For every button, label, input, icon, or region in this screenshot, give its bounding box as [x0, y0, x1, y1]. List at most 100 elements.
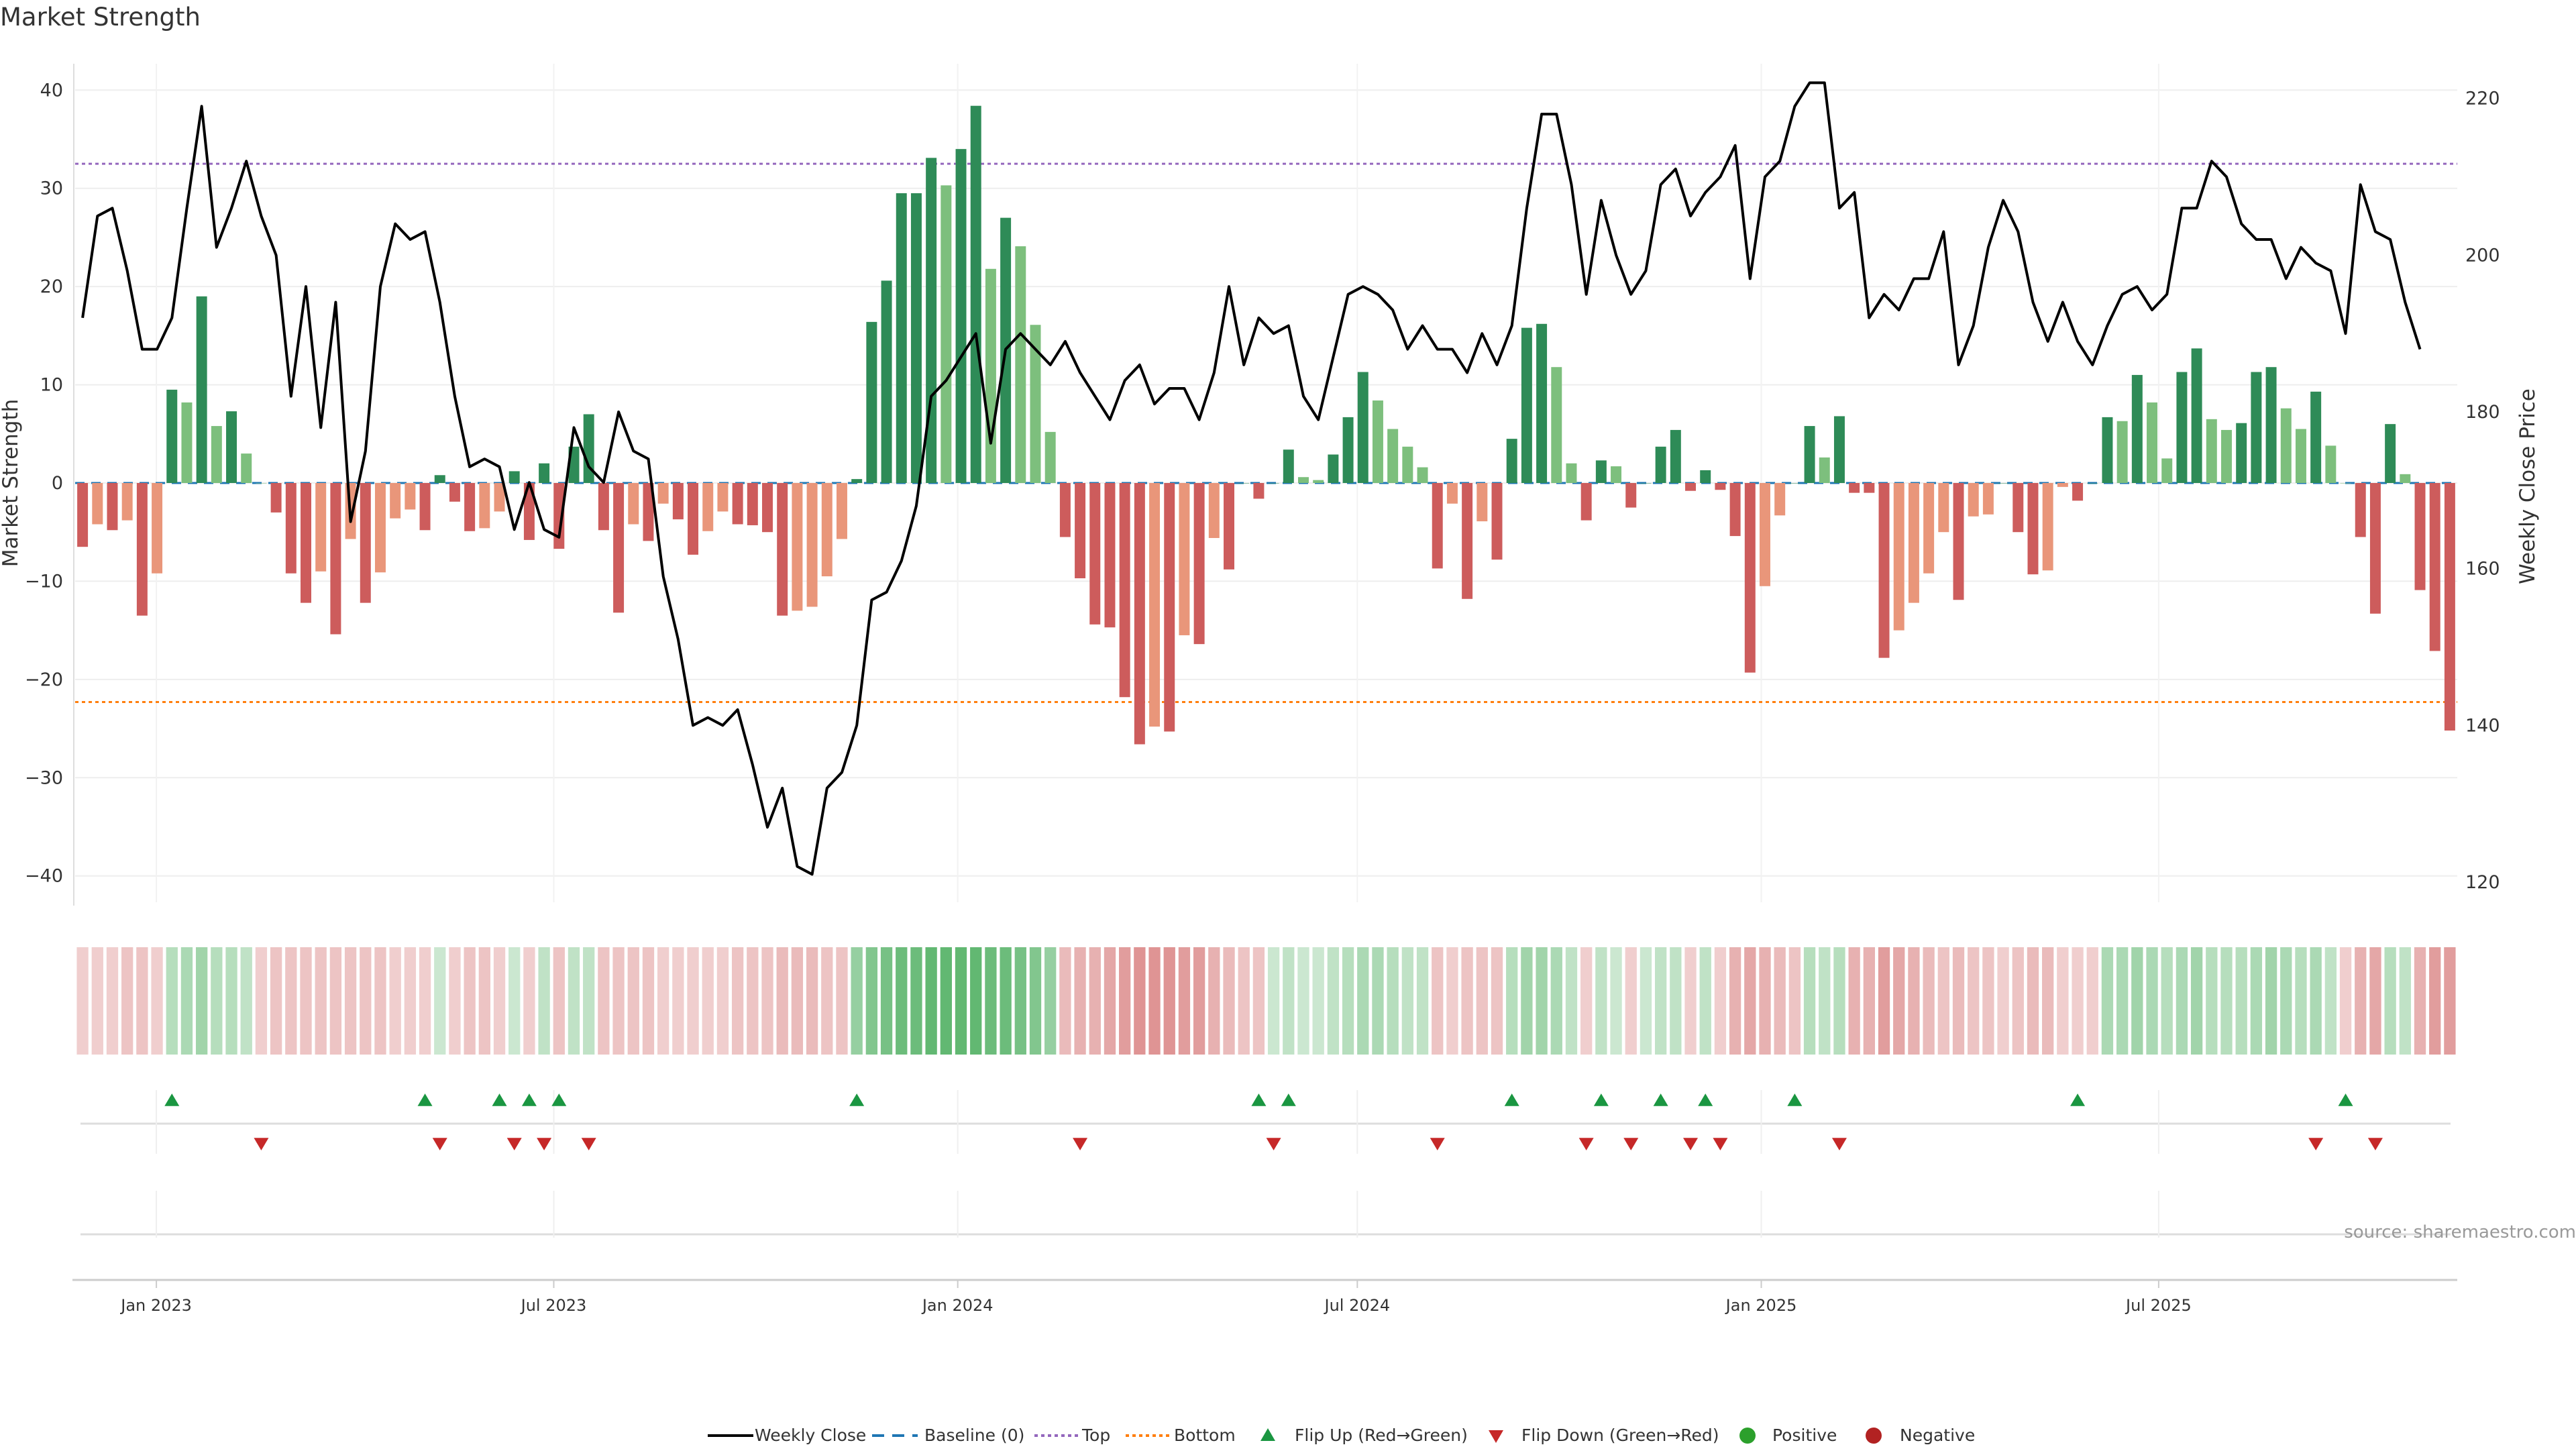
strength-cell: [2206, 947, 2218, 1055]
strength-cell: [1208, 947, 1220, 1055]
strength-cell: [136, 947, 148, 1055]
strength-cell: [240, 947, 252, 1055]
strength-cell: [1640, 947, 1652, 1055]
strength-bar: [836, 483, 847, 539]
strength-bar: [851, 479, 863, 483]
strength-cell: [2369, 947, 2381, 1055]
strength-cell: [2012, 947, 2024, 1055]
strength-bar: [1789, 483, 1801, 484]
strength-cell: [1833, 947, 1845, 1055]
strength-bar: [539, 463, 550, 483]
strength-bar: [419, 483, 431, 531]
strength-cell: [1401, 947, 1413, 1055]
strength-bar: [2116, 421, 2128, 483]
strength-bar: [866, 321, 877, 483]
strength-cell: [1000, 947, 1012, 1055]
legend-item-negative: Negative: [1866, 1426, 1975, 1445]
strength-bar: [1491, 483, 1503, 560]
legend-item-top: Top: [1034, 1426, 1110, 1445]
strength-bar: [1655, 446, 1666, 483]
strength-bar: [583, 414, 594, 483]
flip-up-marker: [1281, 1093, 1296, 1106]
flip-up-marker: [1251, 1093, 1267, 1106]
strength-cell: [464, 947, 476, 1055]
flip-up-marker: [2338, 1093, 2353, 1106]
strength-cell: [583, 947, 595, 1055]
strength-cell: [776, 947, 788, 1055]
strength-cell: [716, 947, 729, 1055]
strength-bar: [330, 483, 341, 635]
strength-bar: [2280, 408, 2292, 483]
strength-cell: [493, 947, 506, 1055]
strength-cell: [360, 947, 372, 1055]
strength-cell: [1699, 947, 1711, 1055]
strength-cell: [404, 947, 417, 1055]
strength-bar: [2414, 483, 2426, 590]
strength-bar: [643, 483, 654, 541]
strength-cell: [761, 947, 773, 1055]
strength-bar: [1804, 426, 1815, 483]
strength-bar: [2369, 483, 2381, 614]
strength-cell: [1803, 947, 1816, 1055]
strength-cell: [106, 947, 119, 1055]
strength-bar: [107, 483, 118, 531]
strength-bar: [1715, 483, 1726, 490]
flip-down-marker: [2308, 1138, 2324, 1150]
strength-cell: [1595, 947, 1607, 1055]
strength-cell: [389, 947, 401, 1055]
legend-swatch: [1489, 1430, 1503, 1443]
strength-cell: [2339, 947, 2352, 1055]
strength-bar: [1729, 483, 1741, 537]
legend-label: Flip Down (Green→Red): [1521, 1426, 1719, 1445]
flip-up-marker: [492, 1093, 507, 1106]
strength-bar: [2295, 429, 2306, 483]
strength-bar: [92, 483, 103, 525]
strength-cell: [1893, 947, 1905, 1055]
strength-cell: [1788, 947, 1801, 1055]
strength-cell: [449, 947, 461, 1055]
strength-cell: [329, 947, 342, 1055]
strength-cell: [1312, 947, 1324, 1055]
strength-cell: [836, 947, 848, 1055]
strength-bar: [434, 475, 445, 483]
flip-up-marker: [417, 1093, 433, 1106]
strength-bar: [702, 483, 714, 531]
chart-title: Market Strength: [0, 3, 201, 32]
strength-bar: [1760, 483, 1770, 586]
strength-bar: [2072, 483, 2084, 501]
strength-bar: [1864, 483, 1875, 493]
strength-bar: [598, 483, 609, 531]
strength-bar: [1580, 483, 1592, 521]
strength-cell: [2250, 947, 2263, 1055]
strength-cell: [955, 947, 967, 1055]
strength-cell: [970, 947, 982, 1055]
date-tick-label: Jan 2024: [921, 1296, 994, 1315]
y2-tick-label: 200: [2465, 245, 2500, 266]
strength-bar: [1402, 446, 1413, 483]
strength-bar: [2265, 367, 2277, 483]
strength-bar: [1015, 246, 1026, 483]
flip-down-marker: [1578, 1138, 1594, 1150]
strength-bar: [2176, 372, 2188, 483]
strength-bar: [657, 483, 669, 504]
strength-bar: [1685, 483, 1697, 491]
strength-cell: [1580, 947, 1593, 1055]
strength-bar: [2206, 419, 2217, 483]
strength-bar: [285, 483, 297, 574]
strength-cell: [2220, 947, 2233, 1055]
legend-label: Baseline (0): [924, 1426, 1024, 1445]
strength-cell: [1416, 947, 1429, 1055]
strength-cell: [2324, 947, 2337, 1055]
strength-bar: [628, 483, 639, 525]
strength-cell: [1059, 947, 1071, 1055]
strength-bar: [1938, 483, 1949, 533]
strength-bar: [881, 280, 892, 483]
strength-cell: [731, 947, 744, 1055]
y-tick-label: −30: [25, 767, 63, 788]
strength-bar: [1982, 483, 1994, 515]
strength-cell: [2131, 947, 2143, 1055]
y2-tick-label: 220: [2465, 89, 2500, 109]
strength-cell: [2235, 947, 2247, 1055]
strength-bar: [77, 483, 89, 547]
date-tick-label: Jul 2023: [520, 1296, 587, 1315]
